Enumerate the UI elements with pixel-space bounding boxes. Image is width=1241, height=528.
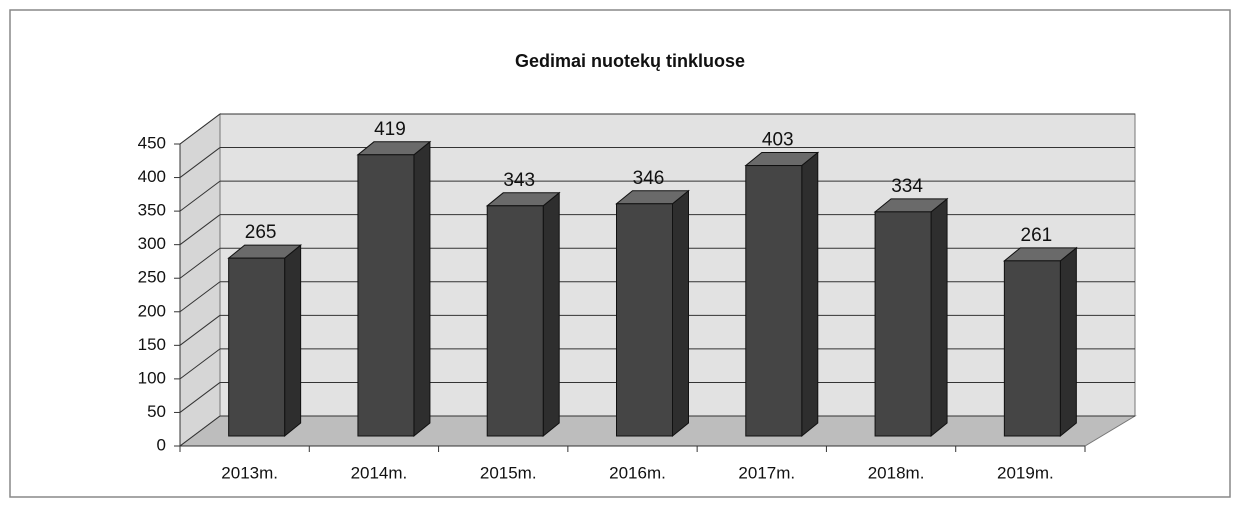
grid-line	[179, 314, 221, 346]
bar-side	[542, 191, 560, 438]
bar-side	[413, 140, 431, 438]
bar	[357, 154, 415, 437]
grid-line	[179, 247, 221, 279]
chart-title: Gedimai nuotekų tinkluose	[515, 51, 745, 71]
grid-line	[179, 214, 221, 246]
y-tick-label: 350	[138, 201, 166, 220]
y-tick-label: 50	[147, 402, 166, 421]
y-tick-label: 200	[138, 301, 166, 320]
y-tick-label: 450	[138, 133, 166, 152]
grid-line	[179, 281, 221, 313]
grid-line	[179, 415, 221, 447]
bar	[874, 211, 932, 437]
x-tick-label: 2016m.	[609, 463, 666, 482]
value-label: 265	[245, 222, 277, 243]
x-tick-label: 2018m.	[868, 463, 925, 482]
bar	[1003, 260, 1061, 437]
value-label: 343	[503, 170, 535, 191]
bar	[228, 257, 286, 437]
grid-line	[179, 348, 221, 380]
value-label: 403	[762, 130, 794, 151]
value-label: 261	[1021, 225, 1053, 246]
side-wall	[179, 113, 221, 447]
x-tick-label: 2019m.	[997, 463, 1054, 482]
value-label: 346	[633, 168, 665, 189]
bar	[486, 205, 544, 437]
y-tick-label: 250	[138, 268, 166, 287]
x-tick-label: 2013m.	[221, 463, 278, 482]
bar-side	[672, 189, 689, 438]
grid-line	[179, 180, 221, 212]
y-tick-label: 300	[138, 234, 166, 253]
bar	[745, 165, 803, 437]
bar-side	[801, 151, 819, 438]
bar	[616, 203, 673, 437]
bar-side	[284, 244, 302, 438]
grid-line	[179, 147, 221, 178]
y-tick-label: 150	[138, 335, 166, 354]
bar-side	[1059, 246, 1077, 438]
x-tick-label: 2015m.	[480, 463, 537, 482]
y-tick-label: 400	[138, 167, 166, 186]
x-tick-label: 2017m.	[738, 463, 795, 482]
value-label: 419	[374, 119, 406, 140]
bar-side	[930, 197, 948, 438]
value-label: 334	[891, 176, 923, 197]
y-tick-label: 0	[157, 435, 166, 454]
grid-line	[179, 113, 221, 145]
y-tick-label: 100	[138, 368, 166, 387]
grid-line	[179, 382, 221, 413]
x-tick-label: 2014m.	[351, 463, 408, 482]
